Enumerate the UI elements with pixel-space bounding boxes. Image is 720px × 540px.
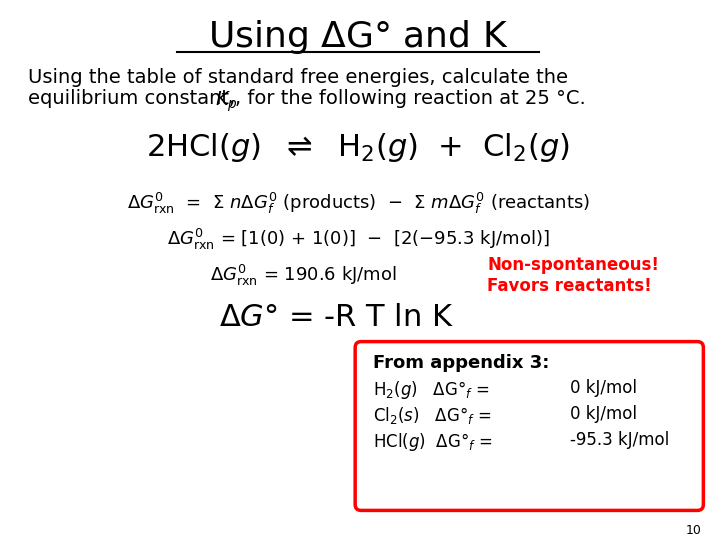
Text: Non-spontaneous!
Favors reactants!: Non-spontaneous! Favors reactants!: [487, 256, 660, 295]
Text: -95.3 kJ/mol: -95.3 kJ/mol: [570, 431, 670, 449]
Text: Cl$_2$$(s)$   $\Delta$G$\degree_f$ =: Cl$_2$$(s)$ $\Delta$G$\degree_f$ =: [373, 405, 492, 426]
Text: , for the following reaction at 25 °C.: , for the following reaction at 25 °C.: [235, 90, 585, 109]
Text: HCl$(g)$  $\Delta$G$\degree_f$ =: HCl$(g)$ $\Delta$G$\degree_f$ =: [373, 431, 492, 453]
Text: Using the table of standard free energies, calculate the: Using the table of standard free energie…: [28, 68, 568, 86]
Text: 10: 10: [685, 524, 701, 537]
Text: equilibrium constant,: equilibrium constant,: [28, 90, 241, 109]
Text: $K_p$: $K_p$: [215, 90, 238, 114]
Text: 2HCl$(g)$  $\rightleftharpoons$  H$_2$$(g)$  +  Cl$_2$$(g)$: 2HCl$(g)$ $\rightleftharpoons$ H$_2$$(g)…: [146, 131, 570, 164]
Text: $\Delta G^0_{\rm rxn}$  =  $\Sigma\ n\Delta G^0_f$ (products)  $-$  $\Sigma\ m\D: $\Delta G^0_{\rm rxn}$ = $\Sigma\ n\Delt…: [127, 191, 590, 216]
Text: Using $\Delta$G$\degree$ and K: Using $\Delta$G$\degree$ and K: [208, 18, 508, 56]
Text: 0 kJ/mol: 0 kJ/mol: [570, 405, 637, 423]
Text: $\Delta G^0_{\rm rxn}$ = [1(0) + 1(0)]  $-$  [2($-$95.3 kJ/mol)]: $\Delta G^0_{\rm rxn}$ = [1(0) + 1(0)] $…: [167, 226, 549, 252]
Text: $\Delta G\degree$ = -R T ln K: $\Delta G\degree$ = -R T ln K: [219, 303, 454, 332]
FancyBboxPatch shape: [355, 342, 703, 510]
Text: 0 kJ/mol: 0 kJ/mol: [570, 379, 637, 397]
Text: H$_2$$(g)$   $\Delta$G$\degree_f$ =: H$_2$$(g)$ $\Delta$G$\degree_f$ =: [373, 379, 490, 401]
Text: From appendix 3:: From appendix 3:: [373, 354, 549, 372]
Text: $\Delta G^0_{\rm rxn}$ = 190.6 kJ/mol: $\Delta G^0_{\rm rxn}$ = 190.6 kJ/mol: [210, 263, 397, 288]
